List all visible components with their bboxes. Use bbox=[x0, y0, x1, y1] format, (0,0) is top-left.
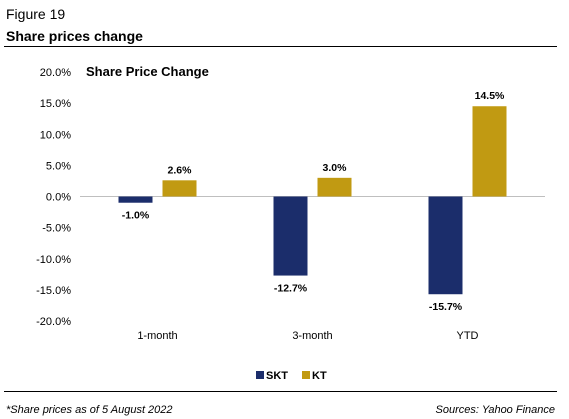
bar-skt-3-month bbox=[273, 196, 308, 276]
data-label: -1.0% bbox=[122, 210, 150, 222]
legend-swatch-skt bbox=[256, 371, 264, 379]
legend-swatch-kt bbox=[302, 371, 310, 379]
data-label: -12.7% bbox=[274, 283, 308, 295]
bottom-rule bbox=[4, 391, 557, 392]
legend-label-skt: SKT bbox=[266, 370, 288, 382]
x-axis-labels: 1-month 3-month YTD bbox=[137, 330, 478, 342]
bar-kt-3-month bbox=[317, 177, 352, 197]
bar-skt-1-month bbox=[118, 196, 153, 203]
x-tick-label: 1-month bbox=[137, 330, 177, 342]
legend: SKT KT bbox=[256, 370, 327, 382]
data-label: 2.6% bbox=[168, 164, 193, 176]
bars-group: -1.0% 2.6% -12.7% 3.0% -15.7% 14.5% bbox=[118, 90, 507, 313]
bar-kt-1-month bbox=[162, 180, 197, 197]
y-tick-label: 5.0% bbox=[46, 160, 71, 172]
data-label: 14.5% bbox=[475, 90, 505, 102]
bar-skt-ytd bbox=[428, 196, 463, 295]
x-tick-label: YTD bbox=[457, 330, 479, 342]
y-tick-label: 0.0% bbox=[46, 192, 71, 204]
y-tick-label: -5.0% bbox=[42, 223, 71, 235]
top-rule bbox=[4, 46, 557, 47]
source-note: Sources: Yahoo Finance bbox=[435, 404, 555, 416]
figure-title: Share prices change bbox=[6, 28, 143, 44]
footnote: *Share prices as of 5 August 2022 bbox=[6, 404, 173, 416]
y-tick-label: 10.0% bbox=[40, 129, 71, 141]
y-axis: 20.0% 15.0% 10.0% 5.0% 0.0% -5.0% -10.0% -15.0%… bbox=[36, 67, 545, 328]
legend-label-kt: KT bbox=[312, 370, 327, 382]
y-tick-label: 20.0% bbox=[40, 67, 71, 79]
y-tick-label: 15.0% bbox=[40, 98, 71, 110]
data-label: -15.7% bbox=[429, 301, 463, 313]
bar-kt-ytd bbox=[472, 106, 507, 197]
y-tick-label: -10.0% bbox=[36, 254, 71, 266]
data-label: 3.0% bbox=[323, 162, 348, 174]
y-tick-label: -15.0% bbox=[36, 285, 71, 297]
y-tick-label: -20.0% bbox=[36, 316, 71, 328]
figure-label: Figure 19 bbox=[6, 6, 66, 22]
x-tick-label: 3-month bbox=[292, 330, 332, 342]
chart-title: Share Price Change bbox=[86, 64, 209, 79]
